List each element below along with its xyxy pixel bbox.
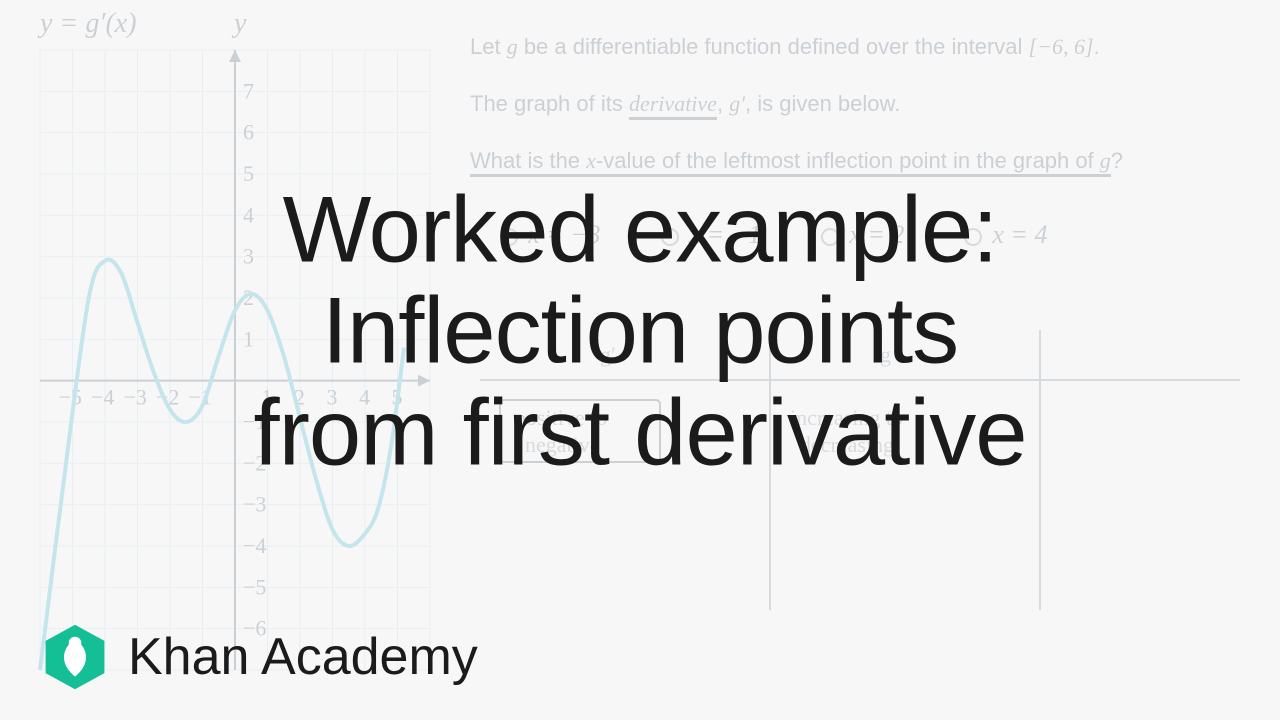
khan-logo-icon xyxy=(40,622,110,692)
video-title: Worked example: Inflection points from f… xyxy=(40,178,1240,483)
svg-text:−4: −4 xyxy=(243,533,266,558)
problem-line-3: What is the x-value of the leftmost infl… xyxy=(470,144,1260,177)
problem-line-2: The graph of its derivative, g′, is give… xyxy=(470,87,1260,120)
svg-text:−5: −5 xyxy=(243,574,266,599)
brand-name: Khan Academy xyxy=(128,627,478,687)
title-line-1: Worked example: xyxy=(40,178,1240,280)
svg-text:−3: −3 xyxy=(243,492,266,517)
problem-line-1: Let g be a differentiable function defin… xyxy=(470,30,1260,63)
title-line-3: from first derivative xyxy=(40,381,1240,483)
title-line-2: Inflection points xyxy=(40,280,1240,382)
khan-academy-brand: Khan Academy xyxy=(40,622,478,692)
svg-text:6: 6 xyxy=(243,120,254,145)
svg-text:7: 7 xyxy=(243,78,254,103)
